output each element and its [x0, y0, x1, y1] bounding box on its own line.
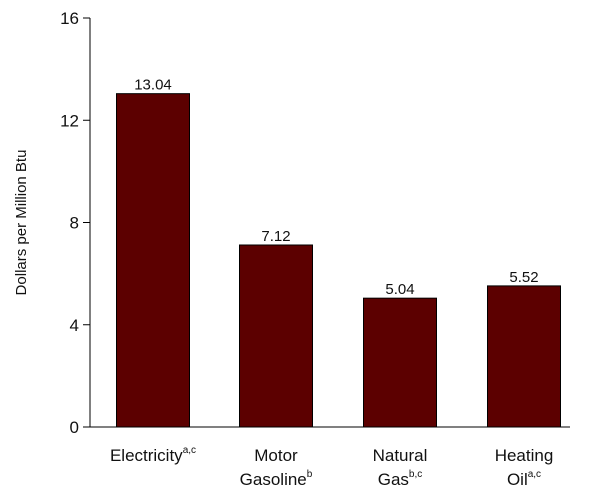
bar: [116, 93, 190, 428]
x-tick-label: Heating: [495, 446, 554, 465]
x-tick-label: Natural: [373, 446, 428, 465]
data-label: 7.12: [261, 228, 290, 245]
x-tick-label: Electricitya,c: [110, 445, 196, 465]
x-tick-label: Oila,c: [507, 469, 541, 489]
x-tick-label: Gasolineb: [240, 469, 313, 489]
bar: [239, 244, 313, 428]
y-tick-label: 4: [70, 316, 79, 335]
data-label: 5.04: [385, 281, 414, 298]
data-label: 5.52: [509, 269, 538, 286]
y-tick-label: 0: [70, 418, 79, 437]
bar: [487, 285, 561, 428]
x-tick-label: Motor: [254, 446, 298, 465]
data-label: 13.04: [134, 77, 172, 94]
y-axis-title: Dollars per Million Btu: [13, 150, 30, 296]
y-tick-label: 8: [70, 214, 79, 233]
bar: [363, 297, 437, 428]
y-tick-label: 16: [60, 9, 79, 28]
y-tick-label: 12: [60, 111, 79, 130]
x-tick-label: Gasb,c: [378, 469, 423, 489]
